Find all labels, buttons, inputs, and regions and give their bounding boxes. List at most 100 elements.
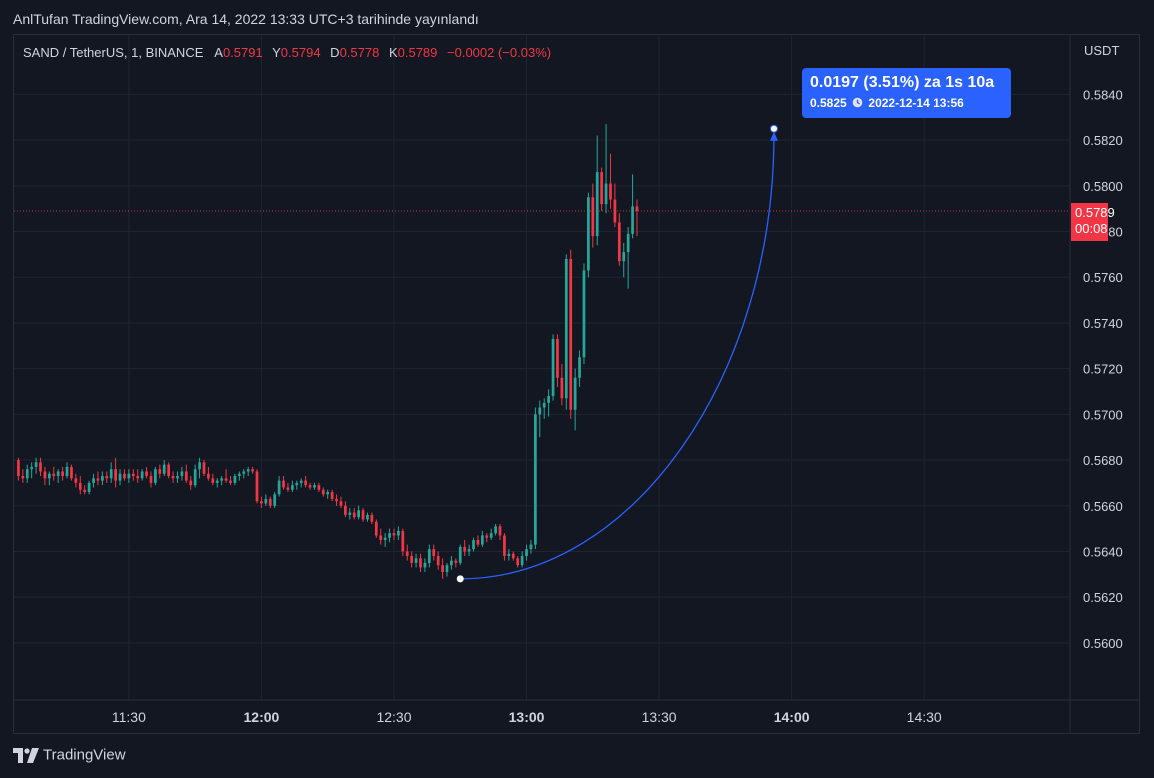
candle-down (268, 498, 272, 506)
price-tick-label: 0.5720 (1083, 362, 1123, 377)
candle-down (321, 489, 325, 495)
candle-up (467, 549, 471, 552)
candle-up (631, 206, 634, 234)
high-value: 0.5794 (280, 45, 321, 60)
candle-down (600, 172, 604, 205)
candle-up (198, 462, 201, 470)
candle-up (587, 197, 590, 271)
footer-brand[interactable]: TradingView (13, 746, 126, 768)
candle-up (290, 485, 294, 490)
candle-up (215, 480, 219, 483)
candle-up (423, 562, 427, 568)
candle-down (136, 476, 140, 479)
price-tick-label: 0.5760 (1083, 270, 1123, 285)
candle-down (308, 485, 312, 488)
candle-up (30, 466, 34, 470)
candle-up (357, 510, 361, 518)
price-tick-label: 0.5840 (1083, 87, 1123, 102)
candle-down (70, 466, 73, 479)
candle-down (591, 197, 595, 237)
candle-up (348, 512, 352, 515)
price-tick-label: 0.5640 (1083, 544, 1123, 559)
candle-up (397, 530, 400, 536)
low-label: D (330, 45, 340, 60)
candle-up (100, 476, 104, 481)
candle-down (149, 476, 153, 483)
candle-down (613, 199, 617, 223)
time-tick-label: 13:00 (509, 709, 545, 725)
projection-start-point (456, 575, 464, 583)
candle-up (547, 396, 550, 403)
time-tick-label: 12:30 (376, 709, 411, 725)
candle-down (344, 505, 347, 515)
candle-down (432, 549, 436, 557)
candle-down (335, 498, 338, 502)
projection-curve (460, 134, 775, 580)
candle-up (564, 258, 568, 399)
candle-down (78, 482, 82, 490)
projection-details: 0.5825 2022-12-14 13:56 (810, 96, 964, 110)
high-label: Y (272, 45, 281, 60)
close-value: 0.5789 (397, 45, 438, 60)
price-tick-label: 0.5820 (1083, 133, 1123, 148)
candle-down (516, 558, 520, 566)
bar-countdown: 00:08 (1075, 221, 1108, 236)
publish-text: AnlTufan TradingView.com, Ara 14, 2022 1… (13, 11, 479, 27)
candle-down (17, 460, 20, 477)
candle-up (450, 560, 453, 566)
candle-down (317, 485, 321, 490)
candle-up (313, 485, 316, 488)
price-tick-label: 0.5660 (1083, 499, 1123, 514)
candle-up (578, 357, 581, 378)
candle-down (224, 478, 228, 481)
candle-down (498, 526, 502, 536)
candle-down (189, 480, 193, 486)
price-tick-label: 0.5800 (1083, 179, 1123, 194)
price-tick-label: 0.5620 (1083, 590, 1123, 605)
candle-down (361, 510, 365, 520)
candle-down (370, 514, 374, 522)
candle-up (25, 469, 29, 479)
open-label: A (214, 45, 223, 60)
change-value: −0.0002 (−0.03%) (447, 45, 552, 60)
candle-down (463, 546, 467, 552)
candle-down (304, 480, 307, 486)
candle-down (61, 471, 64, 477)
candle-up (127, 473, 131, 479)
candle-up (92, 478, 95, 483)
candle-down (339, 501, 343, 506)
candle-down (255, 471, 259, 502)
candle-down (131, 473, 135, 477)
candle-down (207, 473, 210, 479)
symbol-title[interactable]: SAND / TetherUS, 1, BINANCE (23, 45, 204, 60)
candle-down (123, 473, 126, 479)
candle-up (383, 537, 387, 541)
price-tick-label: 0.5700 (1083, 407, 1123, 422)
candle-up (427, 549, 431, 563)
candle-down (114, 469, 117, 481)
candle-down (251, 469, 254, 472)
candle-up (507, 553, 511, 557)
candle-up (242, 471, 246, 474)
low-value: 0.5778 (339, 45, 380, 60)
candle-up (176, 476, 179, 479)
candle-down (184, 471, 188, 481)
candle-down (74, 478, 78, 483)
candle-up (551, 338, 555, 397)
publish-header: AnlTufan TradingView.com, Ara 14, 2022 1… (0, 0, 1154, 34)
candle-up (299, 480, 303, 483)
time-tick-label: 13:30 (642, 709, 677, 725)
clock-icon (852, 97, 863, 108)
projection-price: 0.5825 (810, 96, 847, 110)
candle-down (352, 512, 356, 518)
candle-up (458, 546, 462, 563)
candle-up (414, 558, 418, 563)
candle-up (118, 473, 122, 481)
currency-label: USDT (1084, 43, 1120, 58)
candle-down (52, 473, 56, 477)
candle-up (47, 473, 51, 479)
candle-down (635, 206, 639, 211)
candle-down (441, 565, 444, 573)
price-tick-label: 0.5740 (1083, 316, 1123, 331)
